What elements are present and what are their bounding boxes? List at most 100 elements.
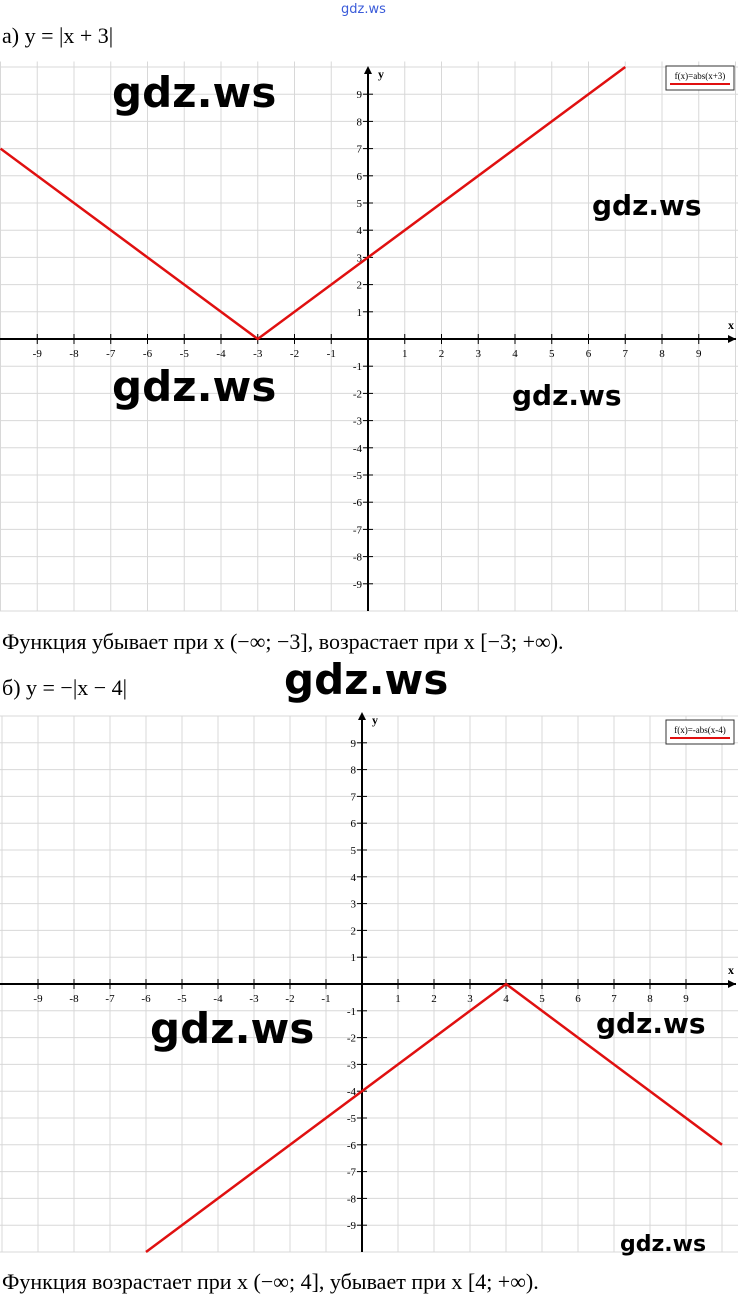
- function-line: [145, 982, 723, 1254]
- watermark: gdz.ws: [592, 189, 702, 222]
- x-tick-label: -9: [33, 348, 43, 360]
- watermark: gdz.ws: [112, 362, 277, 411]
- x-tick-label: 3: [476, 348, 482, 360]
- y-tick-label: 2: [357, 280, 363, 292]
- x-tick-label: -4: [216, 348, 226, 360]
- y-tick-label: -2: [353, 388, 362, 400]
- y-tick-label: 4: [351, 872, 357, 884]
- x-tick-label: -3: [253, 348, 263, 360]
- x-tick-label: 5: [549, 348, 555, 360]
- x-tick-label: 6: [586, 348, 592, 360]
- x-tick-label: -7: [105, 993, 115, 1005]
- x-tick-label: 9: [696, 348, 702, 360]
- y-tick-label: -9: [353, 579, 363, 591]
- y-tick-label: 7: [357, 144, 363, 156]
- y-tick-label: -7: [347, 1167, 357, 1179]
- part-a-label: а) y = |x + 3|: [2, 23, 114, 48]
- x-axis-arrow-icon: [728, 980, 736, 988]
- header-watermark: gdz.ws: [341, 2, 386, 17]
- y-axis-label: y: [372, 713, 378, 727]
- x-tick-label: -6: [143, 348, 153, 360]
- x-tick-label: 7: [623, 348, 629, 360]
- watermark: gdz.ws: [150, 1004, 315, 1053]
- y-tick-label: 6: [351, 818, 357, 830]
- y-tick-label: -1: [347, 1006, 356, 1018]
- x-tick-label: 1: [402, 348, 408, 360]
- part-a-conclusion: Функция убывает при x (−∞; −3], возраста…: [2, 629, 564, 654]
- part-b-label: б) y = −|x − 4|: [2, 675, 128, 700]
- legend-label: f(x)=abs(x+3): [675, 71, 726, 81]
- y-tick-label: 6: [357, 171, 363, 183]
- x-tick-label: 8: [647, 993, 653, 1005]
- y-tick-label: 8: [357, 116, 363, 128]
- y-tick-label: 3: [357, 252, 363, 264]
- x-axis-label: x: [728, 318, 734, 332]
- function-line: [0, 65, 626, 341]
- x-tick-label: -1: [321, 993, 330, 1005]
- x-tick-label: 9: [683, 993, 689, 1005]
- y-tick-label: -1: [353, 361, 362, 373]
- legend-box: [665, 719, 735, 745]
- y-axis-label: y: [378, 67, 384, 81]
- y-tick-label: -3: [347, 1059, 357, 1071]
- y-axis-arrow-icon: [358, 712, 366, 720]
- x-tick-label: -1: [327, 348, 336, 360]
- x-tick-label: 8: [659, 348, 665, 360]
- x-axis-label: x: [728, 963, 734, 977]
- legend-label: f(x)=-abs(x-4): [674, 725, 726, 735]
- x-tick-label: -9: [33, 993, 43, 1005]
- y-tick-label: -8: [353, 552, 363, 564]
- chart-a: x y -9 -8 -7 -6 -5 -4 -3 -2 -1 1 2 3 4 5 6 7 8 9 9 8 7 6 5 4 3 2 1 -1…: [0, 61, 738, 612]
- y-tick-label: -4: [347, 1086, 357, 1098]
- y-tick-label: -9: [347, 1220, 357, 1232]
- y-tick-label: -5: [347, 1113, 357, 1125]
- x-tick-label: -3: [249, 993, 259, 1005]
- x-tick-label: -5: [180, 348, 190, 360]
- x-tick-label: -2: [285, 993, 294, 1005]
- x-tick-label: 4: [503, 993, 509, 1005]
- x-tick-label: 2: [431, 993, 437, 1005]
- x-tick-label: 2: [439, 348, 445, 360]
- x-tick-label: 4: [512, 348, 518, 360]
- x-tick-label: -6: [141, 993, 151, 1005]
- y-tick-label: 5: [357, 198, 363, 210]
- x-tick-label: -8: [69, 993, 79, 1005]
- y-tick-label: -8: [347, 1193, 357, 1205]
- watermark: gdz.ws: [284, 655, 449, 704]
- x-tick-label: -8: [69, 348, 79, 360]
- x-tick-label: 7: [611, 993, 617, 1005]
- chart-b: x y -9 -8 -7 -6 -5 -4 -3 -2 -1 1 2 3 4 5 6 7 8 9 9 8 7 6 5 4 3 2 1 -1…: [0, 712, 738, 1254]
- y-tick-label: 8: [351, 765, 357, 777]
- y-tick-label: -5: [353, 470, 363, 482]
- x-tick-label: -4: [213, 993, 223, 1005]
- y-tick-label: 3: [351, 899, 357, 911]
- y-tick-label: 5: [351, 845, 357, 857]
- y-tick-label: -6: [347, 1140, 357, 1152]
- x-tick-label: -5: [177, 993, 187, 1005]
- x-tick-label: 6: [575, 993, 581, 1005]
- watermark: gdz.ws: [620, 1232, 707, 1257]
- y-tick-label: -3: [353, 416, 363, 428]
- y-tick-label: 2: [351, 925, 357, 937]
- x-tick-label: -7: [106, 348, 116, 360]
- part-b-conclusion: Функция возрастает при x (−∞; 4], убывае…: [2, 1269, 539, 1294]
- y-tick-label: -2: [347, 1033, 356, 1045]
- y-tick-label: 1: [357, 307, 363, 319]
- y-tick-label: 4: [357, 225, 363, 237]
- x-tick-label: 1: [395, 993, 401, 1005]
- y-tick-label: 9: [357, 89, 363, 101]
- x-tick-label: 5: [539, 993, 545, 1005]
- y-tick-label: -6: [353, 497, 363, 509]
- watermark: gdz.ws: [512, 379, 622, 412]
- watermark: gdz.ws: [596, 1007, 706, 1040]
- y-tick-label: 7: [351, 791, 357, 803]
- y-tick-label: 9: [351, 738, 357, 750]
- y-axis-arrow-icon: [364, 66, 372, 74]
- y-tick-label: 1: [351, 952, 357, 964]
- y-tick-label: -7: [353, 524, 363, 536]
- watermark: gdz.ws: [112, 68, 277, 117]
- y-tick-label: -4: [353, 443, 363, 455]
- legend-box: [665, 65, 735, 91]
- x-tick-label: 3: [467, 993, 473, 1005]
- x-tick-label: -2: [290, 348, 299, 360]
